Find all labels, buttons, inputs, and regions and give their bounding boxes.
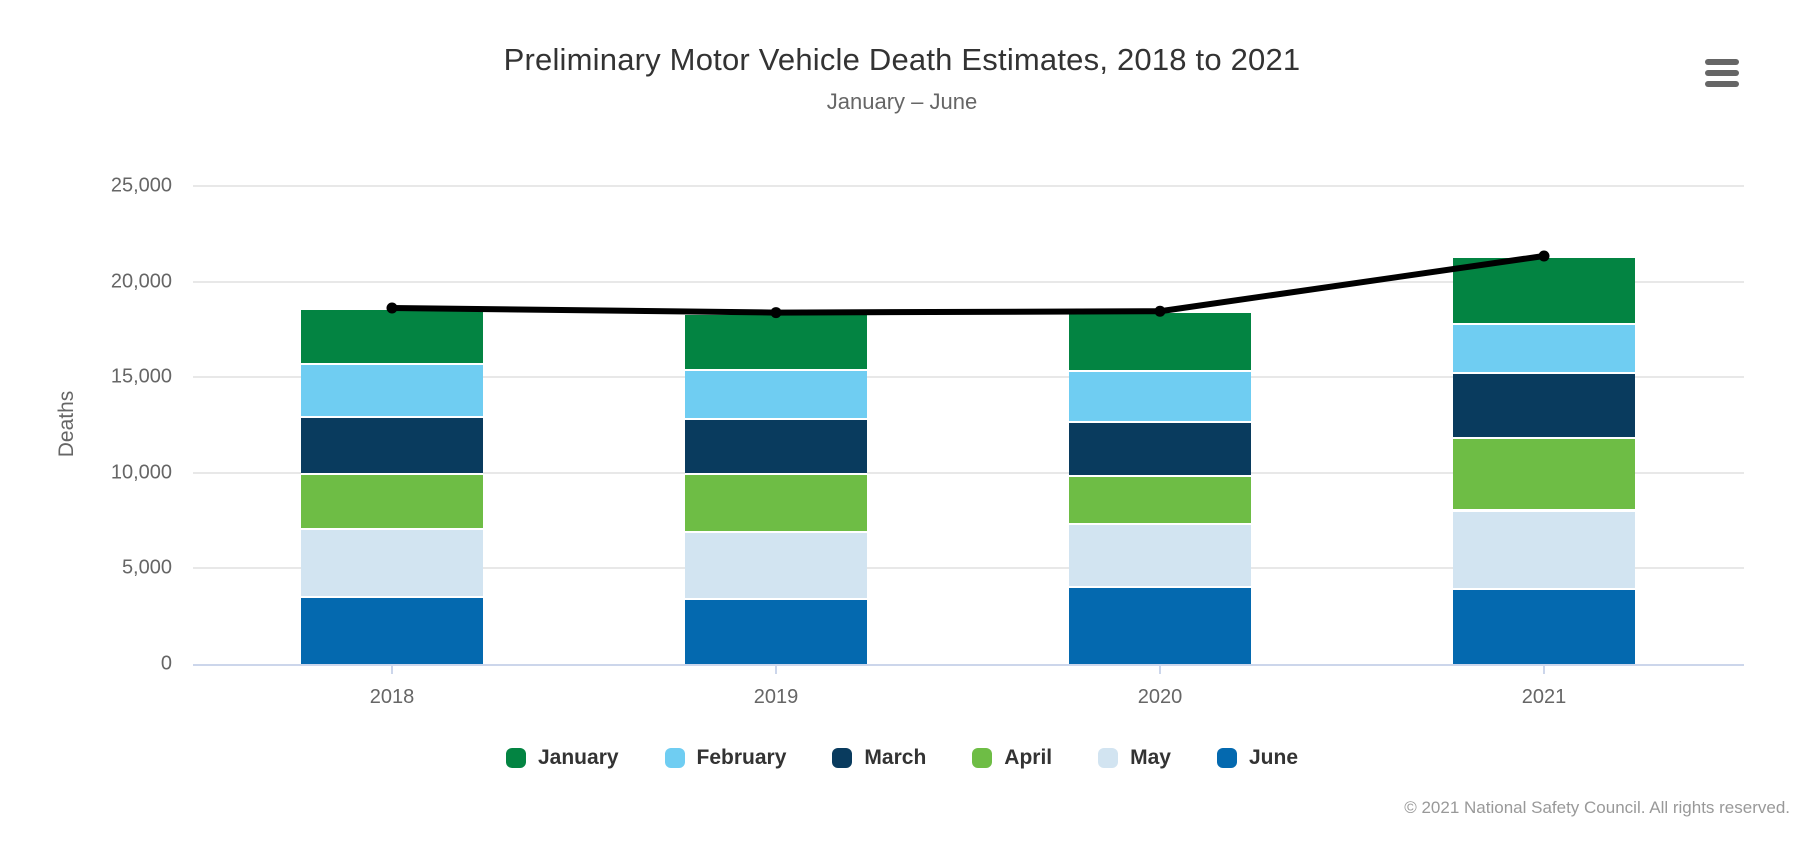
trend-line xyxy=(391,253,1545,316)
bar-segment-april-2021[interactable] xyxy=(1453,437,1635,510)
bar-segment-january-2021[interactable] xyxy=(1453,255,1635,323)
y-axis-title: Deaths xyxy=(55,390,78,458)
x-axis-line xyxy=(193,664,1744,666)
bar-segment-february-2019[interactable] xyxy=(685,368,867,418)
y-axis-tick-label: 25,000 xyxy=(110,174,172,197)
bar-segment-february-2018[interactable] xyxy=(301,363,483,416)
bar-segment-february-2021[interactable] xyxy=(1453,322,1635,373)
legend-item-february[interactable]: February xyxy=(664,746,787,770)
bar-segment-april-2019[interactable] xyxy=(685,473,867,532)
legend-item-january[interactable]: January xyxy=(506,746,619,770)
gridline xyxy=(193,471,1744,474)
legend-swatch-icon xyxy=(1098,748,1119,768)
bar-segment-june-2020[interactable] xyxy=(1069,585,1251,664)
legend: January February March April May June xyxy=(0,742,1804,774)
bar-segment-june-2021[interactable] xyxy=(1453,588,1635,664)
hamburger-icon xyxy=(1705,59,1739,87)
x-axis-category-label: 2021 xyxy=(1521,686,1567,708)
bar-segment-march-2018[interactable] xyxy=(301,416,483,473)
bar-segment-june-2019[interactable] xyxy=(685,598,867,664)
bar-segment-april-2020[interactable] xyxy=(1069,475,1251,523)
legend-swatch-icon xyxy=(506,748,526,768)
bar-segment-may-2021[interactable] xyxy=(1453,509,1635,589)
gridline xyxy=(193,567,1744,570)
y-axis-tick-label: 20,000 xyxy=(110,270,172,293)
legend-item-march[interactable]: March xyxy=(832,746,926,770)
copyright-credit: © 2021 National Safety Council. All righ… xyxy=(1404,798,1790,817)
gridline xyxy=(193,185,1744,187)
context-menu-button[interactable] xyxy=(1699,52,1745,94)
legend-label: March xyxy=(864,746,927,769)
legend-swatch-icon xyxy=(664,748,685,768)
y-axis-tick-label: 5,000 xyxy=(121,556,172,579)
y-axis-tick-label: 0 xyxy=(160,652,172,675)
legend-label: February xyxy=(696,746,787,769)
bar-segment-january-2019[interactable] xyxy=(685,312,867,369)
gridline xyxy=(193,376,1744,379)
bar-segment-march-2020[interactable] xyxy=(1069,421,1251,476)
legend-swatch-icon xyxy=(972,748,993,768)
x-axis-tick xyxy=(775,664,777,674)
bar-segment-may-2019[interactable] xyxy=(685,531,867,599)
chart-title: Preliminary Motor Vehicle Death Estimate… xyxy=(503,42,1301,77)
legend-swatch-icon xyxy=(1216,748,1237,768)
x-axis-tick xyxy=(1543,664,1545,674)
legend-label: January xyxy=(538,746,619,769)
legend-item-may[interactable]: May xyxy=(1098,746,1171,770)
legend-label: May xyxy=(1130,746,1171,769)
chart-subtitle: January – June xyxy=(826,89,978,114)
bar-segment-april-2018[interactable] xyxy=(301,472,483,529)
legend-label: June xyxy=(1248,746,1298,769)
bar-segment-january-2020[interactable] xyxy=(1069,311,1251,370)
legend-item-april[interactable]: April xyxy=(972,746,1052,770)
legend-item-june[interactable]: June xyxy=(1216,746,1298,770)
bar-segment-march-2021[interactable] xyxy=(1453,372,1635,438)
bar-segment-may-2020[interactable] xyxy=(1069,522,1251,586)
bar-segment-june-2018[interactable] xyxy=(301,596,483,664)
legend-swatch-icon xyxy=(832,748,853,768)
bar-segment-february-2020[interactable] xyxy=(1069,369,1251,422)
x-axis-category-label: 2019 xyxy=(753,686,799,708)
bar-segment-may-2018[interactable] xyxy=(301,528,483,597)
bar-segment-january-2018[interactable] xyxy=(301,307,483,364)
y-axis-tick-label: 15,000 xyxy=(110,365,172,388)
y-axis-tick-label: 10,000 xyxy=(110,461,172,484)
bar-segment-march-2019[interactable] xyxy=(685,417,867,474)
legend-label: April xyxy=(1004,746,1053,769)
x-axis-tick xyxy=(391,664,393,674)
x-axis-category-label: 2018 xyxy=(369,686,415,708)
x-axis-category-label: 2020 xyxy=(1137,686,1183,708)
x-axis-tick xyxy=(1159,664,1161,674)
